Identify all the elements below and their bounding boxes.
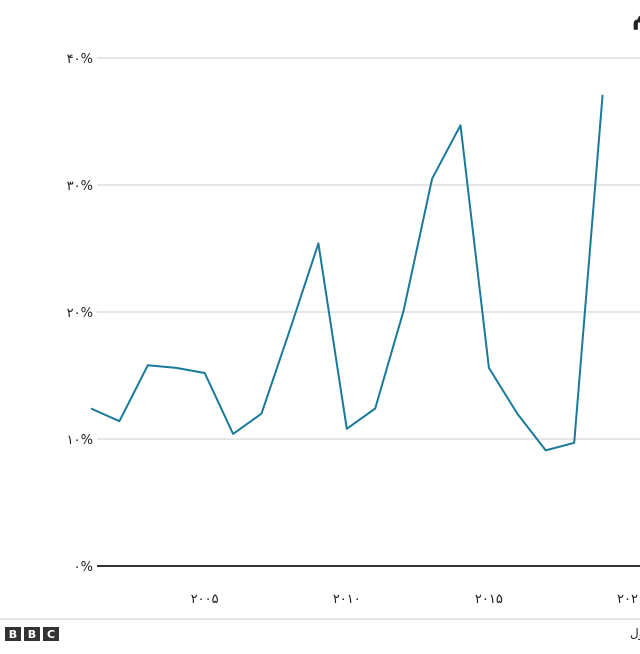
y-tick-label: ۳۰%	[67, 179, 93, 194]
svg-text:B: B	[9, 628, 17, 641]
x-tick-label: ۲۰۱۰	[333, 592, 361, 607]
series-line	[90, 94, 604, 452]
chart-title: تورم	[632, 2, 640, 30]
x-tick-label: ۲۰۰۵	[191, 592, 219, 607]
x-tick-label: ۲۰۱۵	[475, 592, 503, 607]
y-tick-label: ۱۰%	[67, 433, 93, 448]
y-tick-label: ۴۰%	[67, 52, 93, 67]
svg-text:B: B	[28, 628, 36, 641]
y-tick-label: ۰%	[74, 560, 93, 575]
x-tick-label: ۲۰۲۰	[617, 592, 640, 607]
svg-text:C: C	[47, 628, 55, 641]
source-note: منبع: بانک مرکزی ایران/صندوق بین المللی …	[630, 626, 640, 641]
y-tick-label: ۲۰%	[67, 306, 93, 321]
bbc-logo: B B C	[5, 627, 59, 641]
